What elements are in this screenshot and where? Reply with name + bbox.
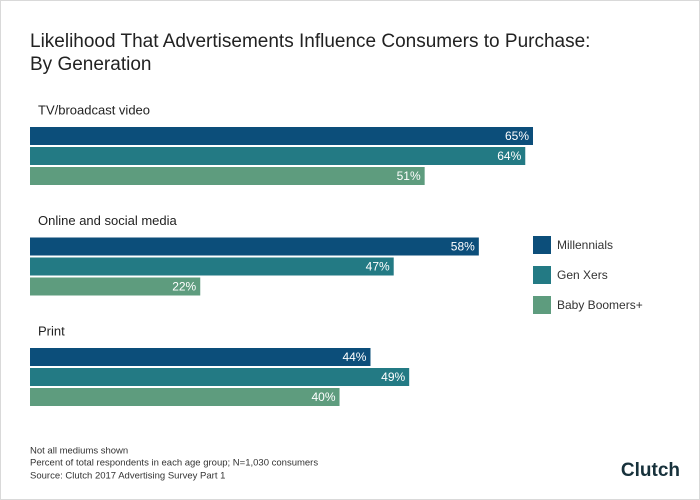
logo: Clutch — [621, 460, 680, 481]
legend-label: Millennials — [557, 238, 613, 252]
legend-label: Gen Xers — [557, 268, 608, 282]
footnote: Not all mediums shown — [30, 446, 128, 457]
bar — [30, 127, 533, 145]
value-label: 44% — [342, 350, 366, 364]
bar — [30, 277, 201, 296]
chart-title: Likelihood That Advertisements Influence… — [30, 31, 590, 52]
value-label: 49% — [381, 370, 405, 384]
bar — [30, 147, 526, 165]
value-label: 58% — [451, 240, 475, 254]
category-label: Online and social media — [38, 213, 178, 228]
footnote: Percent of total respondents in each age… — [30, 458, 318, 469]
bar — [30, 167, 425, 185]
chart-title: By Generation — [30, 54, 151, 75]
value-label: 65% — [505, 129, 529, 143]
value-label: 47% — [366, 260, 390, 274]
bar — [30, 368, 410, 386]
value-label: 40% — [312, 390, 336, 404]
bar — [30, 237, 479, 256]
value-label: 64% — [497, 149, 521, 163]
footnote: Source: Clutch 2017 Advertising Survey P… — [30, 471, 225, 482]
value-label: 51% — [397, 169, 421, 183]
legend-swatch — [533, 236, 551, 254]
legend-label: Baby Boomers+ — [557, 298, 643, 312]
bar — [30, 257, 394, 276]
category-label: Print — [38, 323, 65, 338]
bar — [30, 348, 371, 366]
legend-swatch — [533, 266, 551, 284]
value-label: 22% — [172, 280, 196, 294]
category-label: TV/broadcast video — [38, 102, 150, 117]
bar — [30, 388, 340, 406]
legend-swatch — [533, 296, 551, 314]
